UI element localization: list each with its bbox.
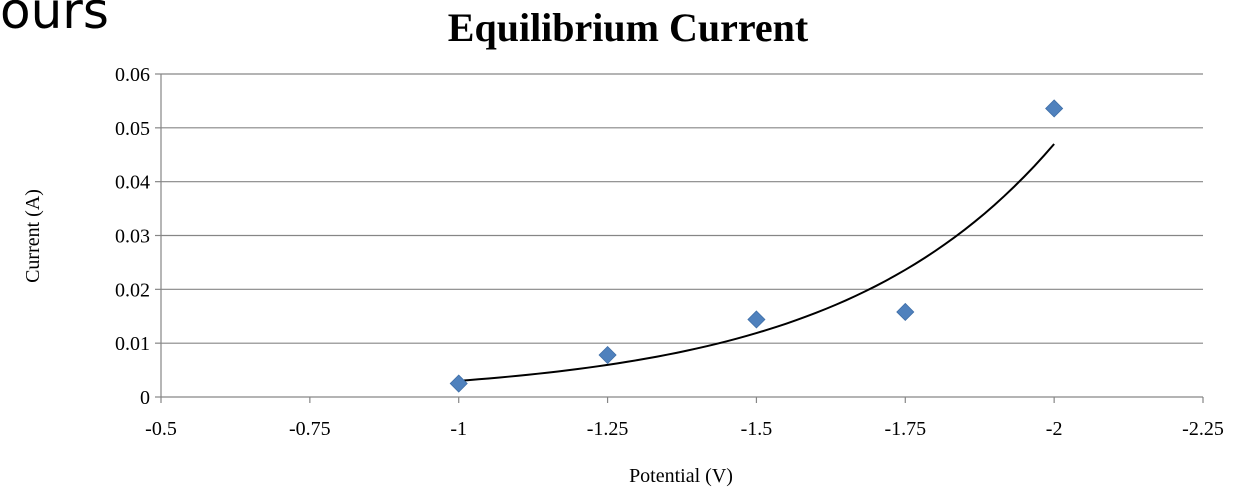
data-point-diamond	[1045, 99, 1064, 118]
y-tick-label: 0.05	[115, 118, 150, 140]
y-tick-label: 0.06	[115, 64, 150, 86]
y-tick-label: 0.02	[115, 279, 150, 301]
x-tick-label: -1.25	[587, 418, 629, 440]
x-tick-label: -1.5	[741, 418, 773, 440]
axes	[155, 73, 1204, 403]
data-point-diamond	[598, 345, 617, 365]
data-points	[449, 99, 1064, 393]
x-tick-label: -0.5	[145, 418, 177, 440]
x-tick-label: -1	[450, 418, 467, 440]
x-tick-label: -2.25	[1182, 418, 1224, 440]
y-tick-label: 0.01	[115, 333, 150, 355]
exponential-trendline	[458, 143, 1055, 382]
x-tick-label: -2	[1046, 418, 1063, 440]
y-tick-label: 0.04	[115, 172, 150, 194]
data-point-diamond	[896, 302, 915, 322]
slide-title-fragment: ours	[0, 0, 109, 40]
data-point-diamond	[449, 374, 468, 393]
trendline-layer	[458, 143, 1055, 382]
y-axis-title: Current (A)	[22, 189, 44, 283]
y-tick-label: 0	[140, 387, 150, 409]
y-tick-label: 0.03	[115, 226, 150, 248]
y-axis-ticks: 0 0.01 0.02 0.03 0.04 0.05 0.06	[115, 64, 150, 409]
x-tick-label: -0.75	[289, 418, 331, 440]
chart-title: Equilibrium Current	[448, 5, 809, 50]
x-axis-title: Potential (V)	[629, 465, 733, 487]
data-point-diamond	[747, 310, 766, 329]
x-axis-ticks: -0.5 -0.75 -1 -1.25 -1.5 -1.75 -2 -2.25	[145, 418, 1224, 440]
gridlines	[161, 73, 1203, 344]
x-tick-label: -1.75	[884, 418, 926, 440]
